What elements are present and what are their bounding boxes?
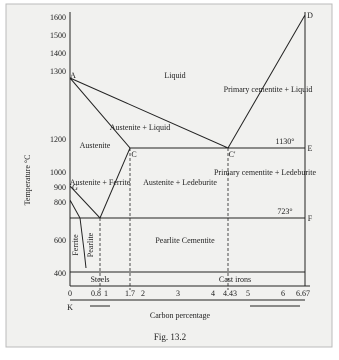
x-label: 0 [68, 289, 72, 298]
diagram-lines [69, 12, 310, 307]
point-label: D [307, 11, 313, 20]
x-label: 6.67 [296, 289, 310, 298]
region-label: Austenite + Liquid [110, 123, 171, 132]
y-axis-title: Temperature °C [23, 155, 32, 206]
point-label: F [308, 214, 313, 223]
x-label: 2 [141, 289, 145, 298]
range-label: Cast irons [219, 275, 251, 284]
region-label: Pearlite [86, 232, 95, 257]
point-label: G [72, 183, 78, 192]
paper [5, 3, 333, 348]
x-label: 0.8 [91, 289, 101, 298]
temperature-label: 1130° [276, 137, 295, 146]
y-label: 1200 [50, 135, 66, 144]
range-label: Steels [90, 275, 109, 284]
x-label: 4.43 [223, 289, 237, 298]
y-label: 1300 [50, 67, 66, 76]
caption: Fig. 13.2 [154, 332, 186, 342]
region-label: Austenite [80, 141, 111, 150]
x-label: 3 [176, 289, 180, 298]
x-axis-title: Carbon percentage [150, 311, 211, 320]
x-label: 4 [211, 289, 215, 298]
y-label: 1000 [50, 168, 66, 177]
y-label: 600 [54, 236, 66, 245]
point-label: E [308, 144, 313, 153]
region-label: Primary cementite + Liquid [224, 85, 313, 94]
temperature-label: 723° [277, 207, 292, 216]
x-label: 1.7 [125, 289, 135, 298]
region-label: Austenite + Ferrite [70, 178, 131, 187]
region-label: Austenite + Ledeburite [143, 178, 217, 187]
point-label: C' [229, 150, 236, 159]
x-label: 5 [246, 289, 250, 298]
point-label: K [67, 303, 73, 312]
x-label: 1 [104, 289, 108, 298]
y-label: 1500 [50, 31, 66, 40]
region-label: Liquid [164, 71, 185, 80]
y-label: 1600 [50, 13, 66, 22]
y-label: 1400 [50, 49, 66, 58]
region-label: Ferrite [71, 234, 80, 256]
point-label: A [70, 71, 76, 80]
x-label: 6 [281, 289, 285, 298]
y-label: 400 [54, 269, 66, 278]
y-label: 800 [54, 198, 66, 207]
region-label: Primary cementite + Ledeburite [214, 168, 316, 177]
y-label: 900 [54, 183, 66, 192]
region-label: Pearlite Cementite [155, 236, 215, 245]
point-label: C [131, 150, 136, 159]
